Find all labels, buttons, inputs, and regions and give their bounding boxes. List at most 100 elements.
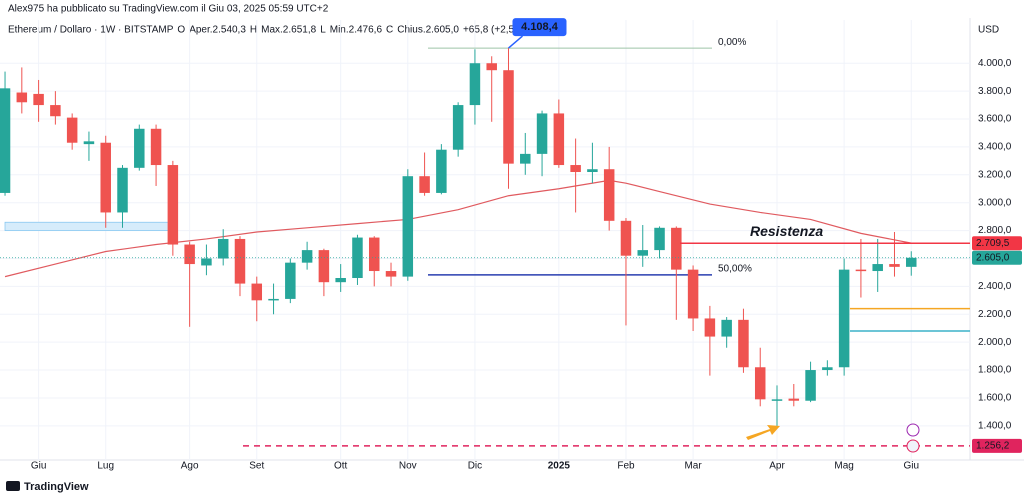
y-tick-label: 2.400,0 bbox=[978, 281, 1012, 292]
price-box bbox=[972, 236, 1022, 251]
candle-body bbox=[436, 149, 447, 193]
candle-body bbox=[66, 117, 78, 143]
x-tick-label: Nov bbox=[399, 461, 417, 472]
candle-body bbox=[654, 227, 665, 251]
candle-body bbox=[469, 63, 481, 106]
x-tick-label: Apr bbox=[769, 461, 785, 472]
candle-body bbox=[0, 88, 11, 193]
brand: TradingView bbox=[24, 481, 89, 493]
callout-box bbox=[512, 18, 567, 37]
candle-body bbox=[486, 63, 497, 71]
candle-body bbox=[117, 167, 128, 213]
callout-pointer bbox=[508, 35, 523, 49]
x-tick-label: Set bbox=[249, 461, 264, 472]
legend-item: L bbox=[320, 25, 326, 36]
candle-body bbox=[520, 153, 531, 164]
price-box-label: 2.605,0 bbox=[976, 252, 1010, 263]
candle-body bbox=[268, 298, 279, 301]
candle-body bbox=[33, 93, 44, 106]
candle-body bbox=[50, 105, 61, 117]
x-tick-label: 2025 bbox=[548, 461, 571, 472]
candle-body bbox=[419, 176, 430, 193]
candle-body bbox=[184, 244, 195, 265]
price-box bbox=[972, 438, 1022, 453]
candle-body bbox=[167, 165, 179, 245]
legend-item: C bbox=[386, 25, 393, 36]
price-box-label: 2.709,5 bbox=[976, 238, 1010, 249]
candle-body bbox=[771, 399, 783, 401]
candle-body bbox=[671, 227, 682, 270]
candle-body bbox=[217, 238, 229, 259]
y-tick-label: 3.600,0 bbox=[978, 114, 1012, 125]
candle-body bbox=[134, 128, 145, 168]
candle-body bbox=[150, 128, 162, 166]
candle-body bbox=[822, 367, 833, 371]
moving-average bbox=[4, 179, 912, 278]
candle-body bbox=[301, 250, 313, 263]
legend-item: +65,8 (+2,59%) bbox=[463, 25, 532, 36]
x-tick-label: Mag bbox=[834, 461, 853, 472]
price-box bbox=[972, 250, 1022, 265]
legend-item: Min.2.476,6 bbox=[330, 25, 383, 36]
event-icon bbox=[906, 423, 920, 437]
candle-body bbox=[637, 250, 649, 256]
x-tick-label: Dic bbox=[468, 461, 482, 472]
candle-body bbox=[368, 237, 380, 272]
x-tick-label: Ago bbox=[181, 461, 199, 472]
candle-body bbox=[385, 271, 397, 277]
candle-body bbox=[285, 262, 296, 299]
candle-body bbox=[721, 319, 732, 337]
y-tick-label: 1.400,0 bbox=[978, 420, 1012, 431]
candle-body bbox=[16, 92, 28, 103]
callout-label: 4.108,4 bbox=[521, 21, 559, 33]
header: Alex975 ha pubblicato su TradingView.com… bbox=[8, 4, 329, 15]
legend-item: Max.2.651,8 bbox=[261, 25, 316, 36]
y-tick-label: 3.200,0 bbox=[978, 169, 1012, 180]
y-tick-label: 3.800,0 bbox=[978, 86, 1012, 97]
event-icon bbox=[906, 439, 920, 453]
candle-body bbox=[906, 257, 917, 267]
arrow bbox=[746, 425, 780, 440]
candle-body bbox=[251, 283, 263, 301]
candle-body bbox=[704, 318, 716, 337]
candle-body bbox=[754, 367, 766, 400]
price-box-label: 1.256,2 bbox=[976, 441, 1010, 452]
fib-label: 0,00% bbox=[718, 37, 746, 48]
candle-body bbox=[503, 70, 514, 164]
legend-item: O bbox=[177, 25, 185, 36]
candle-body bbox=[402, 176, 414, 277]
legend-item: Ethereum / Dollaro · 1W · BITSTAMP bbox=[8, 25, 174, 36]
legend-item: Aper.2.540,3 bbox=[189, 25, 246, 36]
fib-label: 50,00% bbox=[718, 264, 752, 275]
candle-body bbox=[536, 113, 548, 154]
candle-body bbox=[318, 250, 330, 283]
candle-body bbox=[603, 169, 615, 221]
y-tick-label: 3.400,0 bbox=[978, 142, 1012, 153]
y-tick-label: 3.000,0 bbox=[978, 197, 1012, 208]
candle-body bbox=[687, 269, 699, 319]
candle-body bbox=[872, 264, 883, 272]
y-tick-label: 1.800,0 bbox=[978, 365, 1012, 376]
candle-body bbox=[570, 165, 581, 173]
candle-body bbox=[100, 142, 111, 213]
candle-body bbox=[587, 169, 598, 173]
candle-body bbox=[788, 398, 800, 401]
candle-body bbox=[452, 105, 464, 150]
candle-body bbox=[855, 269, 867, 272]
zone bbox=[4, 221, 176, 231]
y-tick-label: 1.600,0 bbox=[978, 393, 1012, 404]
candle-body bbox=[805, 370, 816, 401]
candle-body bbox=[201, 258, 212, 266]
x-tick-label: Giu bbox=[903, 461, 919, 472]
candle-body bbox=[738, 319, 749, 368]
logo-icon bbox=[6, 481, 20, 491]
y-tick-label: 2.000,0 bbox=[978, 337, 1012, 348]
currency: USD bbox=[978, 25, 999, 36]
y-tick-label: 4.000,0 bbox=[978, 58, 1012, 69]
legend-item: H bbox=[250, 25, 257, 36]
x-tick-label: Ott bbox=[334, 461, 348, 472]
candle-body bbox=[838, 269, 850, 368]
candle-body bbox=[889, 264, 900, 267]
y-tick-label: 2.200,0 bbox=[978, 309, 1012, 320]
